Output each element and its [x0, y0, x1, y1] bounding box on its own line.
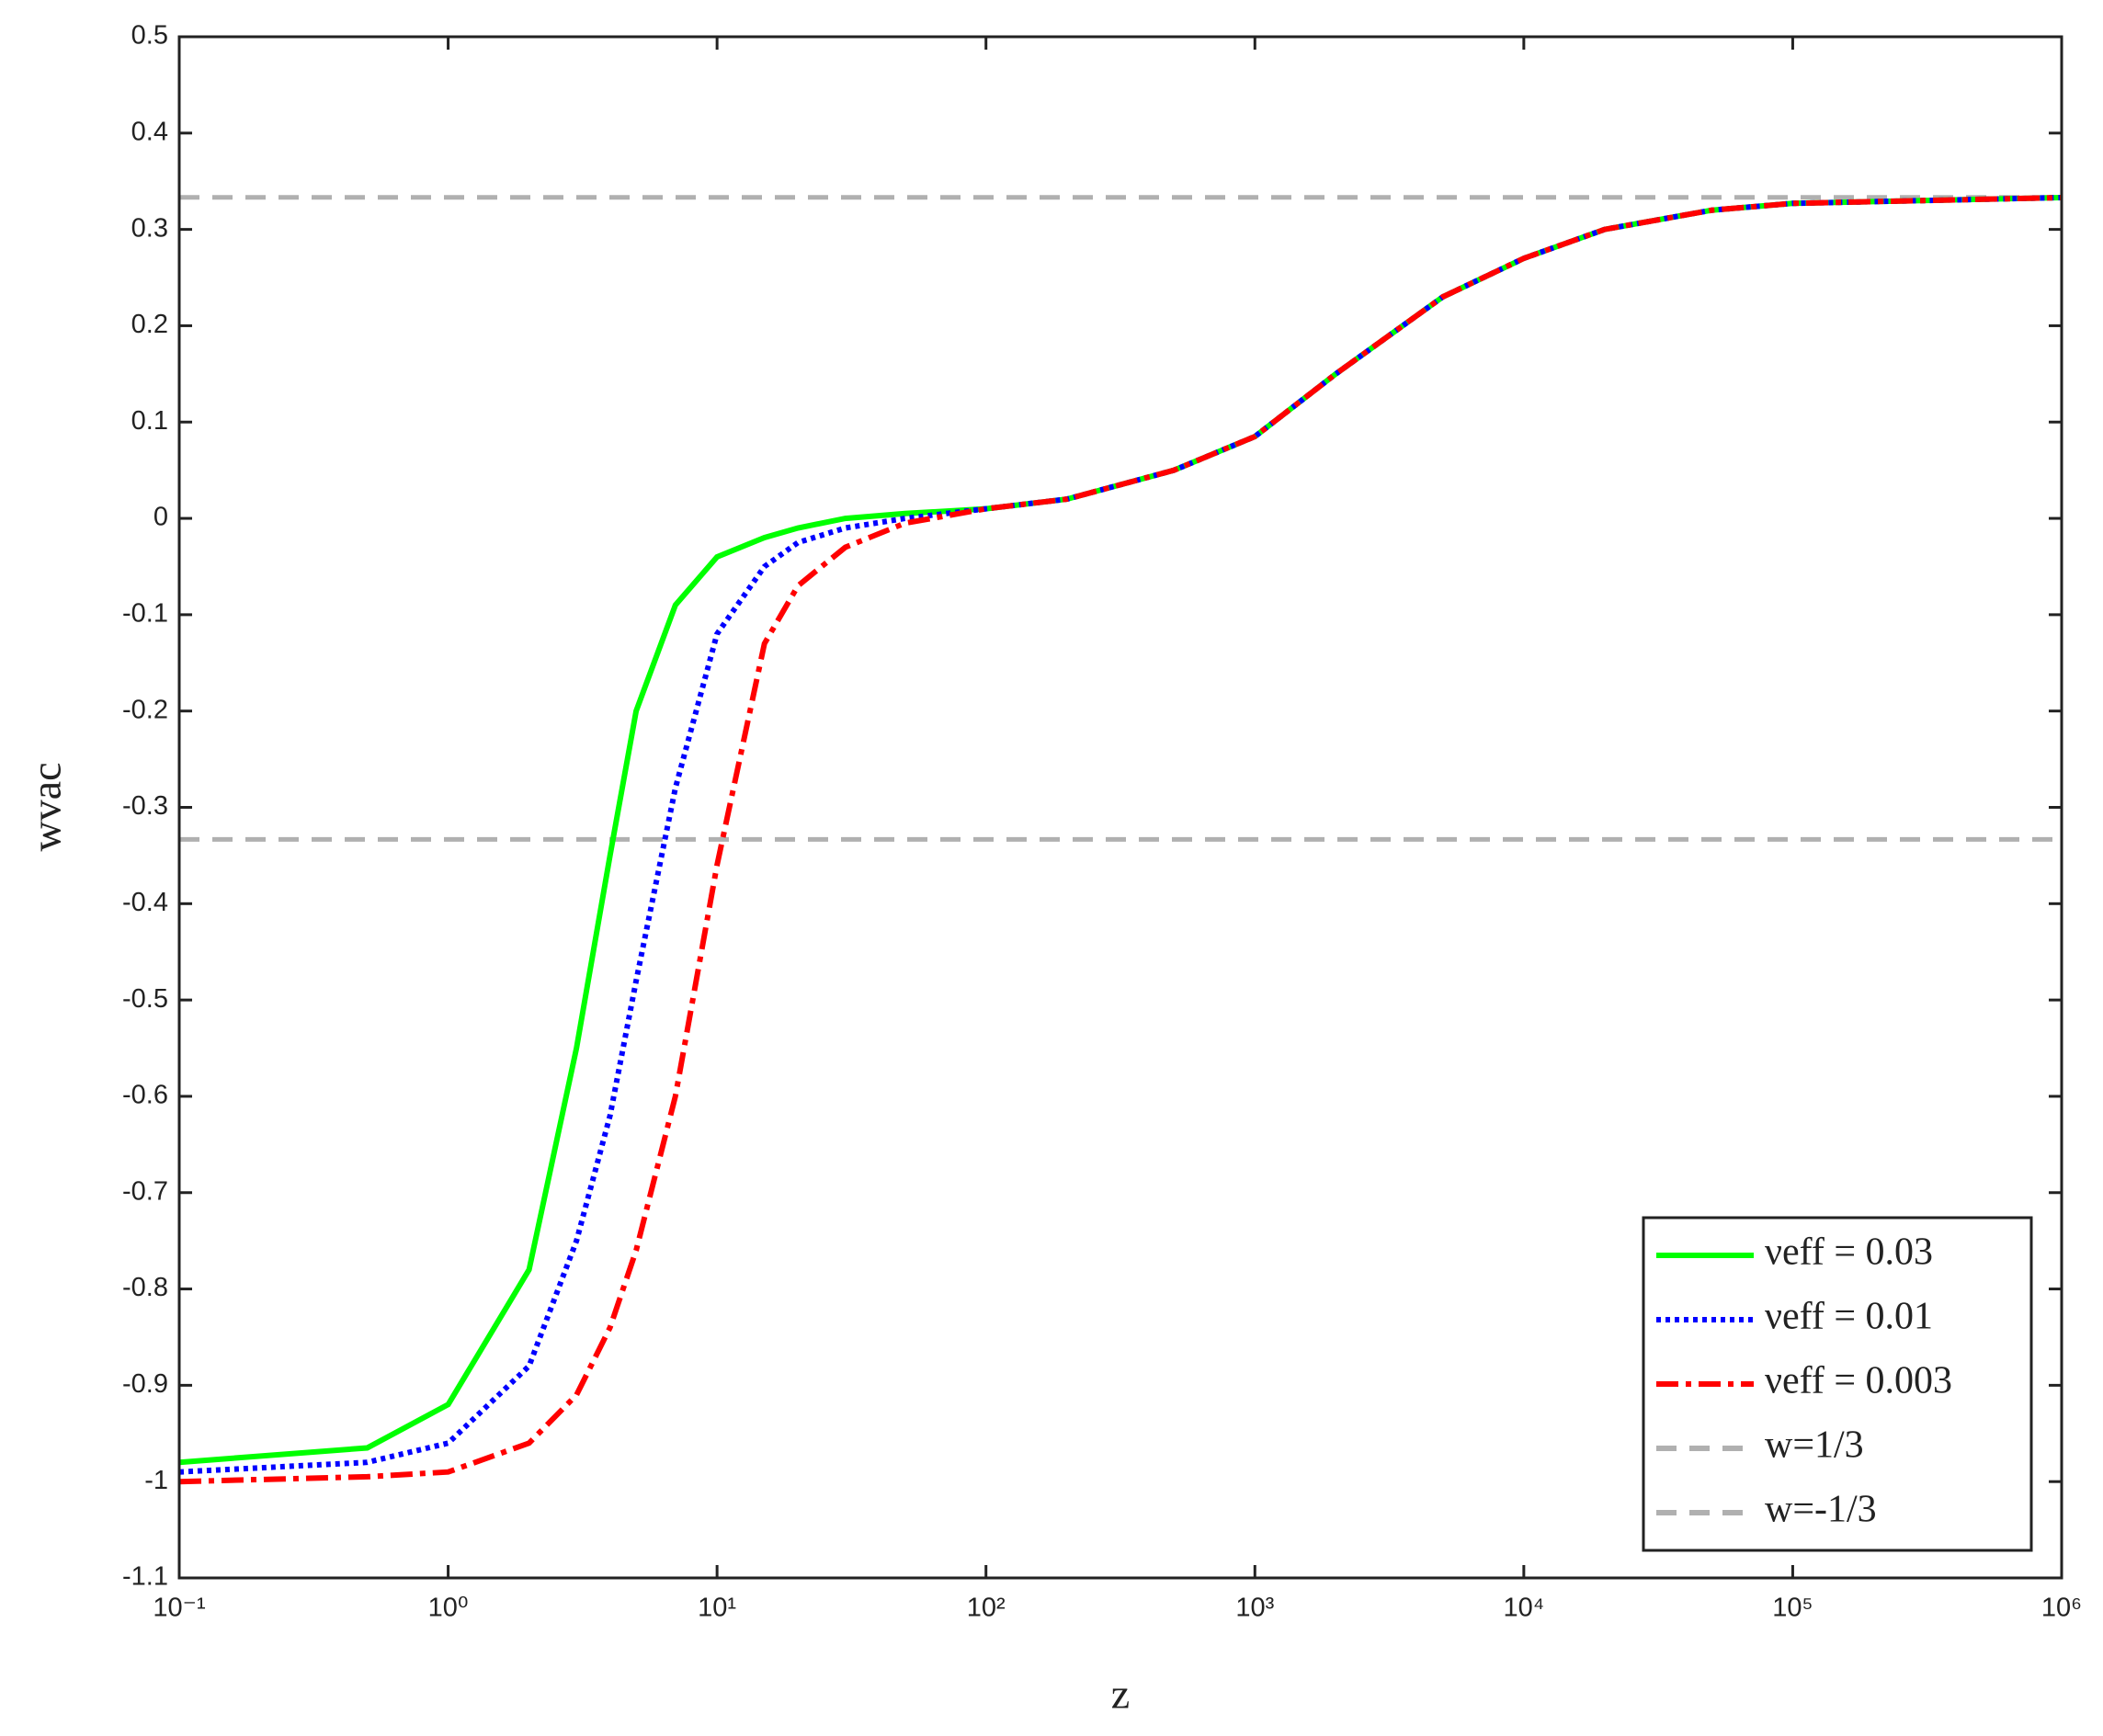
- y-tick-label: -0.2: [122, 695, 168, 724]
- y-tick-label: -0.6: [122, 1081, 168, 1110]
- y-tick-label: -0.1: [122, 599, 168, 629]
- x-tick-label: 10⁴: [1503, 1594, 1544, 1623]
- x-tick-label: 10⁶: [2041, 1594, 2082, 1623]
- y-tick-label: -0.5: [122, 984, 168, 1014]
- x-tick-label: 10¹: [698, 1594, 736, 1623]
- x-axis-label: z: [1111, 1671, 1130, 1718]
- legend-label: w=-1/3: [1765, 1489, 1877, 1531]
- x-tick-label: 10⁰: [428, 1594, 469, 1623]
- y-tick-label: 0.1: [131, 406, 168, 436]
- y-tick-label: 0: [153, 503, 168, 532]
- y-tick-label: -0.8: [122, 1273, 168, 1302]
- y-tick-label: -0.9: [122, 1369, 168, 1399]
- legend-label: w=1/3: [1765, 1424, 1864, 1467]
- y-tick-label: 0.2: [131, 310, 168, 339]
- x-tick-label: 10⁵: [1772, 1594, 1813, 1623]
- x-tick-label: 10⁻¹: [153, 1594, 206, 1623]
- y-tick-label: -0.7: [122, 1176, 168, 1206]
- y-axis-label: wvac: [23, 762, 70, 851]
- series-line: [178, 195, 2063, 1485]
- y-tick-label: -1: [144, 1466, 168, 1495]
- y-tick-label: 0.5: [131, 21, 168, 51]
- legend-label: νeff = 0.01: [1765, 1296, 1933, 1338]
- legend-label: νeff = 0.003: [1765, 1360, 1952, 1402]
- series-line: [178, 195, 2063, 1475]
- y-tick-label: -0.4: [122, 888, 168, 917]
- x-tick-label: 10³: [1235, 1594, 1274, 1623]
- y-tick-label: 0.3: [131, 213, 168, 243]
- y-tick-label: -0.3: [122, 791, 168, 821]
- x-tick-label: 10²: [967, 1594, 1006, 1623]
- plot-frame: [177, 35, 2063, 1580]
- y-tick-label: 0.4: [131, 117, 168, 146]
- legend-label: νeff = 0.03: [1765, 1231, 1933, 1274]
- y-tick-label: -1.1: [122, 1562, 168, 1592]
